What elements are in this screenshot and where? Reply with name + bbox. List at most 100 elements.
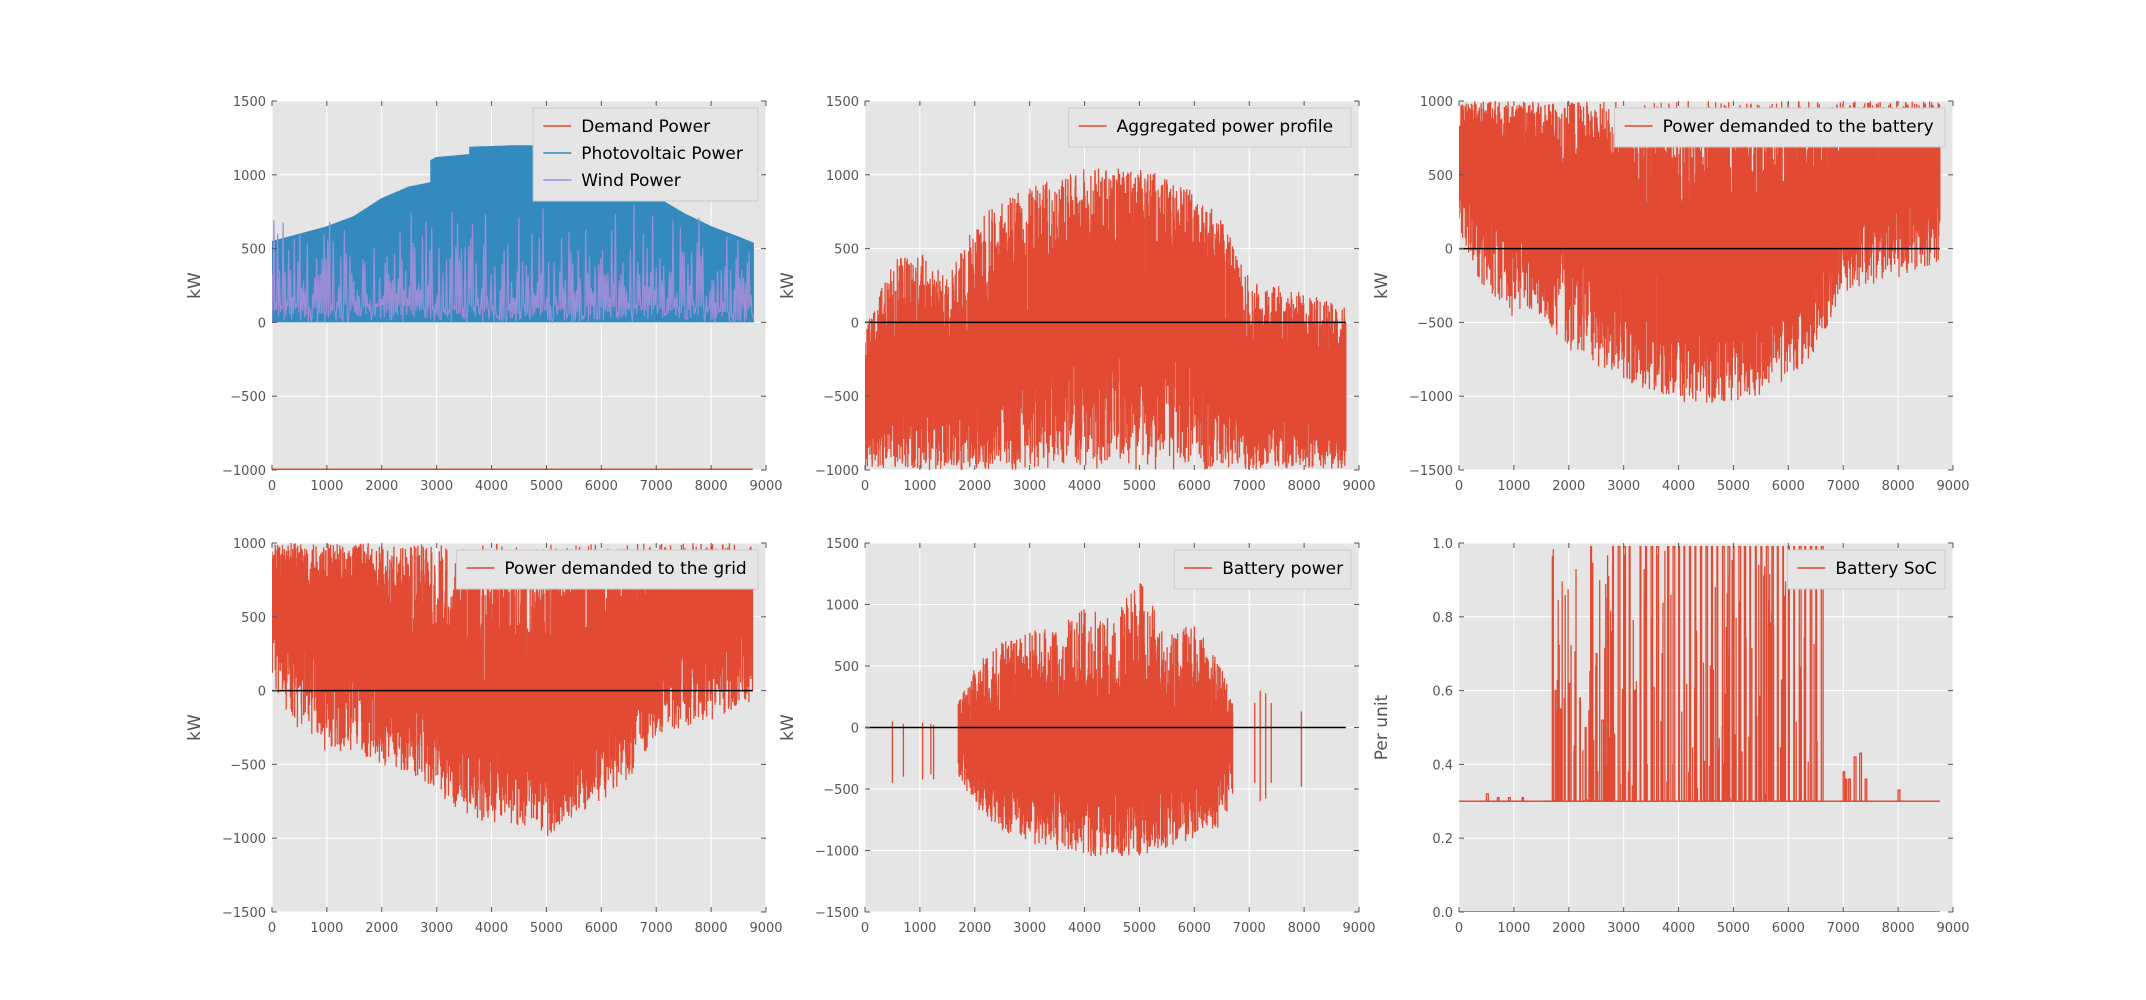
x-tick-label: 4000	[1068, 479, 1101, 494]
y-axis-label: kW	[778, 714, 798, 741]
x-tick-label: 3000	[1013, 921, 1046, 936]
x-tick-label: 0	[268, 479, 276, 494]
series-trace	[865, 168, 1347, 470]
x-tick-label: 6000	[1178, 921, 1211, 936]
soc-trace	[1485, 546, 1901, 802]
plot-series	[1459, 546, 1940, 912]
y-tick-label: 0.8	[1432, 611, 1453, 626]
plot-series	[865, 583, 1346, 857]
x-tick-label: 1000	[903, 921, 936, 936]
y-tick-label: 1000	[826, 169, 859, 184]
x-tick-label: 7000	[640, 479, 673, 494]
y-tick-label: 0.0	[1432, 906, 1453, 921]
legend: Power demanded to the grid	[455, 549, 759, 590]
y-tick-label: −1500	[815, 906, 859, 921]
legend-box	[532, 107, 759, 202]
plot-series	[865, 168, 1347, 470]
x-tick-label: 0	[1455, 479, 1463, 494]
x-tick-label: 3000	[1013, 479, 1046, 494]
x-tick-label: 5000	[1123, 479, 1156, 494]
legend: Battery power	[1173, 549, 1352, 590]
legend-label: Demand Power	[581, 117, 710, 137]
y-tick-label: 0.4	[1432, 758, 1453, 773]
series-wind-power	[272, 204, 755, 324]
x-tick-label: 5000	[1123, 921, 1156, 936]
x-tick-label: 5000	[530, 479, 563, 494]
x-tick-label: 9000	[1342, 921, 1375, 936]
x-tick-label: 2000	[365, 921, 398, 936]
x-tick-label: 6000	[585, 921, 618, 936]
x-tick-label: 4000	[475, 479, 508, 494]
y-tick-label: 500	[241, 243, 266, 258]
x-tick-label: 6000	[585, 479, 618, 494]
legend: Aggregated power profile	[1068, 107, 1352, 148]
x-tick-label: 1000	[903, 479, 936, 494]
x-tick-label: 5000	[1717, 921, 1750, 936]
x-tick-label: 4000	[1662, 479, 1695, 494]
legend-label: Battery SoC	[1835, 559, 1936, 579]
x-tick-label: 4000	[1068, 921, 1101, 936]
x-tick-label: 1000	[1497, 921, 1530, 936]
y-tick-label: 1500	[233, 95, 266, 110]
subplot-demand-generation: 0 1000 2000 3000 4000 5000 6000 7000 8000 9000−10…	[185, 95, 783, 494]
x-tick-label: 3000	[1607, 921, 1640, 936]
legend-label: Power demanded to the battery	[1663, 117, 1934, 137]
x-tick-label: 8000	[1882, 921, 1915, 936]
x-tick-label: 0	[861, 479, 869, 494]
y-tick-label: −1000	[815, 464, 859, 479]
legend-label: Wind Power	[581, 171, 681, 191]
x-tick-label: 2000	[1552, 921, 1585, 936]
y-tick-label: −500	[230, 390, 266, 405]
y-tick-label: 0	[851, 316, 859, 331]
x-tick-label: 2000	[958, 479, 991, 494]
x-tick-label: 4000	[1662, 921, 1695, 936]
x-tick-label: 7000	[1827, 479, 1860, 494]
y-axis-label: kW	[778, 272, 798, 299]
x-tick-label: 2000	[365, 479, 398, 494]
x-tick-label: 7000	[1233, 479, 1266, 494]
subplot-grid-demand: 0 1000 2000 3000 4000 5000 6000 7000 8000 9000−15…	[185, 537, 783, 936]
y-tick-label: −500	[230, 758, 266, 773]
x-tick-label: 7000	[1233, 921, 1266, 936]
x-tick-label: 8000	[1288, 479, 1321, 494]
x-tick-label: 9000	[1936, 921, 1969, 936]
y-tick-label: −1000	[222, 464, 266, 479]
x-tick-label: 8000	[695, 479, 728, 494]
legend-label: Power demanded to the grid	[504, 559, 746, 579]
y-tick-label: 1500	[826, 537, 859, 552]
legend: Battery SoC	[1786, 549, 1946, 590]
x-tick-label: 7000	[1827, 921, 1860, 936]
x-tick-label: 9000	[1342, 479, 1375, 494]
x-tick-label: 9000	[1936, 479, 1969, 494]
y-tick-label: 0	[258, 685, 266, 700]
legend-box	[1786, 549, 1946, 590]
y-tick-label: 1000	[826, 599, 859, 614]
legend: Demand Power Photovoltaic Power Wind Power	[532, 107, 759, 202]
x-tick-label: 1000	[1497, 479, 1530, 494]
x-tick-label: 8000	[1288, 921, 1321, 936]
y-tick-label: 500	[1428, 169, 1453, 184]
y-tick-label: 0.2	[1432, 832, 1453, 847]
x-tick-label: 3000	[420, 479, 453, 494]
y-axis-label: kW	[185, 714, 205, 741]
series-aggregated-power-profile	[865, 168, 1347, 470]
plot-series	[272, 543, 754, 836]
y-tick-label: 0	[258, 316, 266, 331]
y-tick-label: 1000	[233, 169, 266, 184]
y-tick-label: 500	[834, 660, 859, 675]
subplot-battery-demand: 0 1000 2000 3000 4000 5000 6000 7000 8000 9000−15…	[1372, 95, 1970, 494]
legend-label: Battery power	[1222, 559, 1343, 579]
x-tick-label: 2000	[1552, 479, 1585, 494]
y-tick-label: −500	[1417, 316, 1453, 331]
x-tick-label: 6000	[1772, 479, 1805, 494]
series-power-demanded-to-the-grid	[272, 543, 754, 836]
plot-series	[272, 145, 755, 470]
wind-trace	[272, 204, 755, 324]
legend: Power demanded to the battery	[1614, 107, 1946, 148]
legend-box	[455, 549, 759, 590]
x-tick-label: 3000	[420, 921, 453, 936]
y-axis-label: Per unit	[1372, 694, 1392, 760]
subplot-battery-power: 0 1000 2000 3000 4000 5000 6000 7000 8000 9000−15…	[778, 537, 1376, 936]
series-battery-power	[891, 583, 1303, 857]
